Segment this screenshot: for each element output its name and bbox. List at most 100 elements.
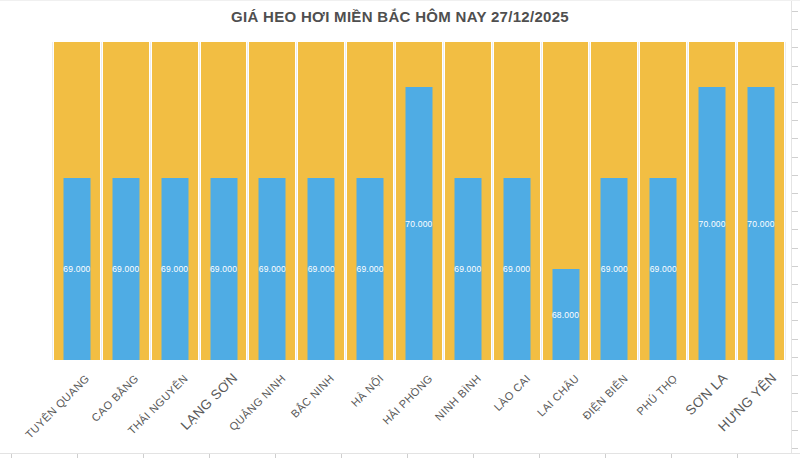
x-axis-label-anchor: PHÚ THỌ <box>451 368 671 382</box>
bar-value-label: 69.000 <box>259 264 286 274</box>
x-axis-label: LẠNG SƠN <box>178 370 241 433</box>
bar-value-label: 69.000 <box>503 264 530 274</box>
bar-value-label: 69.000 <box>454 264 481 274</box>
right-axis-tick <box>792 66 798 67</box>
right-axis-tick <box>792 339 798 340</box>
right-axis-tick <box>792 302 798 303</box>
right-axis-tick <box>792 120 798 121</box>
category-slot: 69.000 <box>443 42 492 360</box>
price-bar: 68.000 <box>552 269 579 360</box>
x-axis-label-anchor: CAO BẰNG <box>0 368 132 382</box>
right-axis-tick <box>792 320 798 321</box>
right-axis-tick <box>792 157 798 158</box>
bar-value-label: 69.000 <box>356 264 383 274</box>
bottom-axis-tick <box>209 454 210 458</box>
right-axis-tick <box>792 248 798 249</box>
right-axis-tick <box>792 211 798 212</box>
bar-value-label: 68.000 <box>552 310 579 320</box>
bar-value-label: 69.000 <box>63 264 90 274</box>
category-slot: 69.000 <box>199 42 248 360</box>
x-axis-label: PHÚ THỌ <box>634 372 679 417</box>
x-axis-label: LAI CHÂU <box>535 372 582 419</box>
price-bar: 69.000 <box>650 178 677 360</box>
bottom-axis-tick <box>407 454 408 458</box>
x-axis-label-anchor: TUYÊN QUANG <box>0 368 83 382</box>
x-axis-label-anchor: HÀ NỘI <box>157 368 377 382</box>
bar-value-label: 69.000 <box>601 264 628 274</box>
right-axis-tick <box>792 448 798 449</box>
right-axis-tick <box>792 138 798 139</box>
x-axis-label: HÀ NỘI <box>349 372 386 409</box>
category-slot: 70.000 <box>394 42 443 360</box>
right-axis-tick <box>792 430 798 431</box>
category-slot: 70.000 <box>687 42 736 360</box>
bottom-axis-tick <box>275 454 276 458</box>
right-axis-tick <box>792 47 798 48</box>
price-bar: 70.000 <box>405 87 432 360</box>
x-axis-label: THÁI NGUYÊN <box>125 372 190 437</box>
bar-value-label: 70.000 <box>405 219 432 229</box>
right-axis-tick <box>792 229 798 230</box>
bar-value-label: 69.000 <box>210 264 237 274</box>
x-axis-label: CAO BẰNG <box>89 372 141 424</box>
right-axis-tick <box>792 357 798 358</box>
bar-value-label: 69.000 <box>308 264 335 274</box>
x-axis-label-anchor: LẠNG SƠN <box>10 368 230 382</box>
bottom-axis-tick <box>11 454 12 458</box>
category-slot: 69.000 <box>150 42 199 360</box>
x-axis-label-anchor: THÁI NGUYÊN <box>0 368 181 382</box>
right-axis-tick <box>792 102 798 103</box>
price-bar: 69.000 <box>63 178 90 360</box>
price-bar: 69.000 <box>357 178 384 360</box>
bar-value-label: 70.000 <box>747 219 774 229</box>
category-slot: 69.000 <box>247 42 296 360</box>
bar-value-label: 70.000 <box>699 219 726 229</box>
price-bar: 69.000 <box>454 178 481 360</box>
right-axis-tick <box>792 84 798 85</box>
x-axis-label-anchor: HẢI PHÒNG <box>206 368 426 382</box>
x-axis-label-anchor: SƠN LA <box>500 368 720 382</box>
x-axis-label: LÀO CAI <box>491 372 532 413</box>
price-bar: 69.000 <box>210 178 237 360</box>
category-slot: 69.000 <box>101 42 150 360</box>
category-slot: 70.000 <box>736 42 786 360</box>
category-slot: 68.000 <box>541 42 590 360</box>
bar-value-label: 69.000 <box>650 264 677 274</box>
price-bar: 69.000 <box>259 178 286 360</box>
bar-value-label: 69.000 <box>112 264 139 274</box>
x-axis-label-anchor: ĐIỆN BIÊN <box>402 368 622 382</box>
x-axis-label: HẢI PHÒNG <box>380 372 435 427</box>
bottom-axis-tick <box>539 454 540 458</box>
bar-value-label: 69.000 <box>161 264 188 274</box>
category-slot: 69.000 <box>296 42 345 360</box>
price-bar: 69.000 <box>503 178 530 360</box>
plot-area: 69.000 69.000 69.000 69.000 69.000 69.000 69.0… <box>52 42 786 360</box>
price-bar: 70.000 <box>699 87 726 360</box>
right-axis-tick <box>792 11 798 12</box>
chart-canvas: GIÁ HEO HƠI MIỀN BẮC HÔM NAY 27/12/2025 … <box>0 0 800 458</box>
x-axis-label-anchor: BẮC NINH <box>108 368 328 382</box>
bottom-axis-tick <box>473 454 474 458</box>
bottom-axis-tick <box>143 454 144 458</box>
x-axis-label-anchor: LAI CHÂU <box>353 368 573 382</box>
x-axis-label: TUYÊN QUANG <box>23 372 92 441</box>
price-bar: 69.000 <box>112 178 139 360</box>
right-axis-line <box>791 1 792 454</box>
bottom-axis-tick <box>671 454 672 458</box>
category-slot: 69.000 <box>52 42 101 360</box>
x-axis-label-anchor: HƯNG YÊN <box>549 368 769 382</box>
price-bar: 69.000 <box>308 178 335 360</box>
bottom-axis-tick <box>737 454 738 458</box>
right-axis-tick <box>792 29 798 30</box>
category-slot: 69.000 <box>345 42 394 360</box>
price-bar: 69.000 <box>601 178 628 360</box>
right-axis-tick <box>792 411 798 412</box>
category-slot: 69.000 <box>589 42 638 360</box>
x-axis-label: BẮC NINH <box>289 372 337 420</box>
price-bar: 70.000 <box>747 87 774 360</box>
bottom-axis-line <box>0 453 800 454</box>
bottom-axis-tick <box>605 454 606 458</box>
x-axis-label: HƯNG YÊN <box>715 370 779 434</box>
x-axis-label: QUẢNG NINH <box>227 372 288 433</box>
right-axis-tick <box>792 375 798 376</box>
